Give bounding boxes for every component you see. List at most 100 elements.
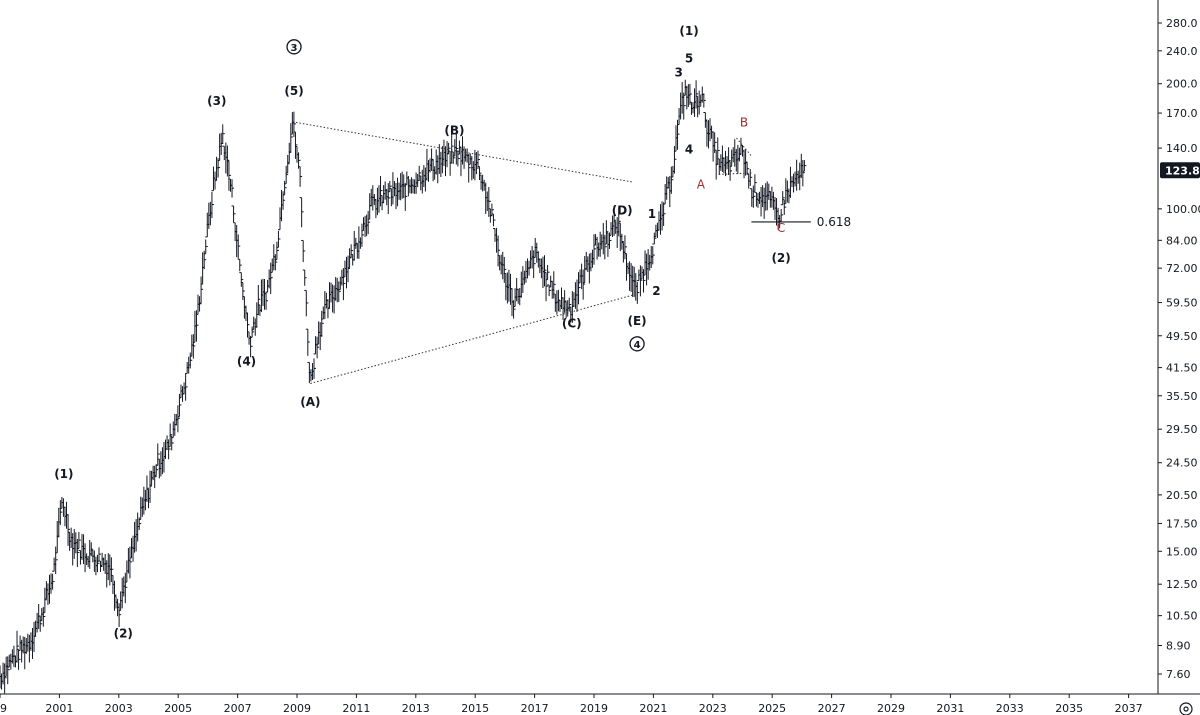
price-bar [602,234,607,260]
time-axis[interactable]: 99 2001 2003 2005 2007 2009 2011 2013 2015 2017 20… [0,694,1143,715]
time-tick-label: 2025 [758,702,786,715]
price-bar [240,281,245,301]
price-bar [661,202,666,226]
price-bar [752,174,757,192]
price-bar [169,435,174,451]
price-tick-label: 140.0 [1166,142,1198,155]
wave-label: (B) [444,123,464,137]
price-bar [95,554,100,573]
price-bar [622,235,627,260]
price-bar [273,254,278,271]
price-bar [89,542,94,557]
price-bar [751,185,756,208]
price-bar [66,514,71,546]
price-bar [542,255,547,287]
price-bar [592,234,596,265]
price-bar [220,124,225,144]
price-tick-label: 10.50 [1166,610,1198,623]
price-bar [635,281,640,304]
price-bar [296,152,301,169]
wave-label: C [777,221,785,235]
price-tick-label: 59.50 [1166,297,1198,310]
price-bar [346,255,351,283]
time-tick-label: 2027 [818,702,846,715]
price-bar [612,205,617,236]
fib-level-label: 0.618 [817,215,851,229]
price-bar [694,80,699,109]
time-tick-label: 2005 [164,702,192,715]
price-bar [581,269,586,300]
price-axis[interactable]: 280.0 240.0 200.0 170.0 140.0 123.8 100.00 84.0… [1158,17,1200,681]
price-tick-label: 200.0 [1166,78,1198,91]
price-bar [451,151,456,164]
wave-label: (1) [54,467,73,481]
price-bar [386,183,391,215]
wave-label: (3) [207,94,226,108]
price-bar [475,150,480,169]
price-bar [155,443,160,466]
price-bar [191,334,196,359]
price-bar [619,233,624,250]
price-bar [274,241,279,261]
price-bar [293,131,298,159]
price-tick-label: 17.50 [1166,517,1198,530]
wave-labels: (1)(2)(3)(4)(5)3(A)(B)(C)(D)(E)4(1)53412… [54,24,791,641]
price-bar [728,161,733,181]
price-tick-label: 100.00 [1166,203,1200,216]
price-bar [712,132,717,154]
wave-label: B [740,115,748,129]
price-bar [268,262,273,295]
price-bar [800,159,805,187]
price-bar [209,191,214,219]
wave-label: (1) [679,24,698,38]
price-bar [672,146,677,174]
price-bar [477,166,482,181]
price-bar [544,271,549,302]
price-bar [650,246,655,265]
price-bar [203,239,208,255]
price-bar [347,248,352,269]
price-bar [299,197,304,228]
price-bar [641,269,646,293]
price-bar [194,310,199,342]
wave-label: (2) [114,627,133,641]
price-bar [230,179,235,198]
time-tick-label: 2001 [45,702,73,715]
price-bar [98,560,103,572]
price-bar [319,310,324,337]
settings-gear-icon[interactable] [1179,702,1193,715]
price-bar [199,276,204,304]
price-bar [616,207,621,237]
price-bar [183,374,188,401]
price-bar [144,475,149,503]
time-tick-label: 2009 [283,702,311,715]
wave-label: (2) [771,251,790,265]
price-bar [701,93,706,108]
price-bar [226,160,231,191]
price-bar [359,223,364,247]
price-bar [387,180,392,193]
price-tick-label: 7.60 [1166,668,1191,681]
price-tick-label: 72.00 [1166,262,1198,275]
price-bar [109,557,114,583]
price-bar [285,154,290,174]
price-bar [378,176,383,207]
price-tick-label: 41.50 [1166,362,1198,375]
wave-label: 5 [685,51,693,65]
time-tick-label: 2029 [877,702,905,715]
price-bar [349,244,354,258]
time-tick-label: 2011 [342,702,370,715]
price-bar [567,297,572,312]
price-tick-label: 8.90 [1166,639,1191,652]
price-bar [41,606,46,627]
price-bars [0,79,807,694]
price-tick-label: 24.50 [1166,457,1198,470]
price-bar [237,258,242,272]
price-bar [737,147,742,162]
last-price-label: 123.8 [1165,164,1200,177]
price-tick-label: 15.00 [1166,545,1198,558]
price-bar [545,265,550,281]
price-bar [166,439,171,460]
wave-label: A [697,177,706,191]
